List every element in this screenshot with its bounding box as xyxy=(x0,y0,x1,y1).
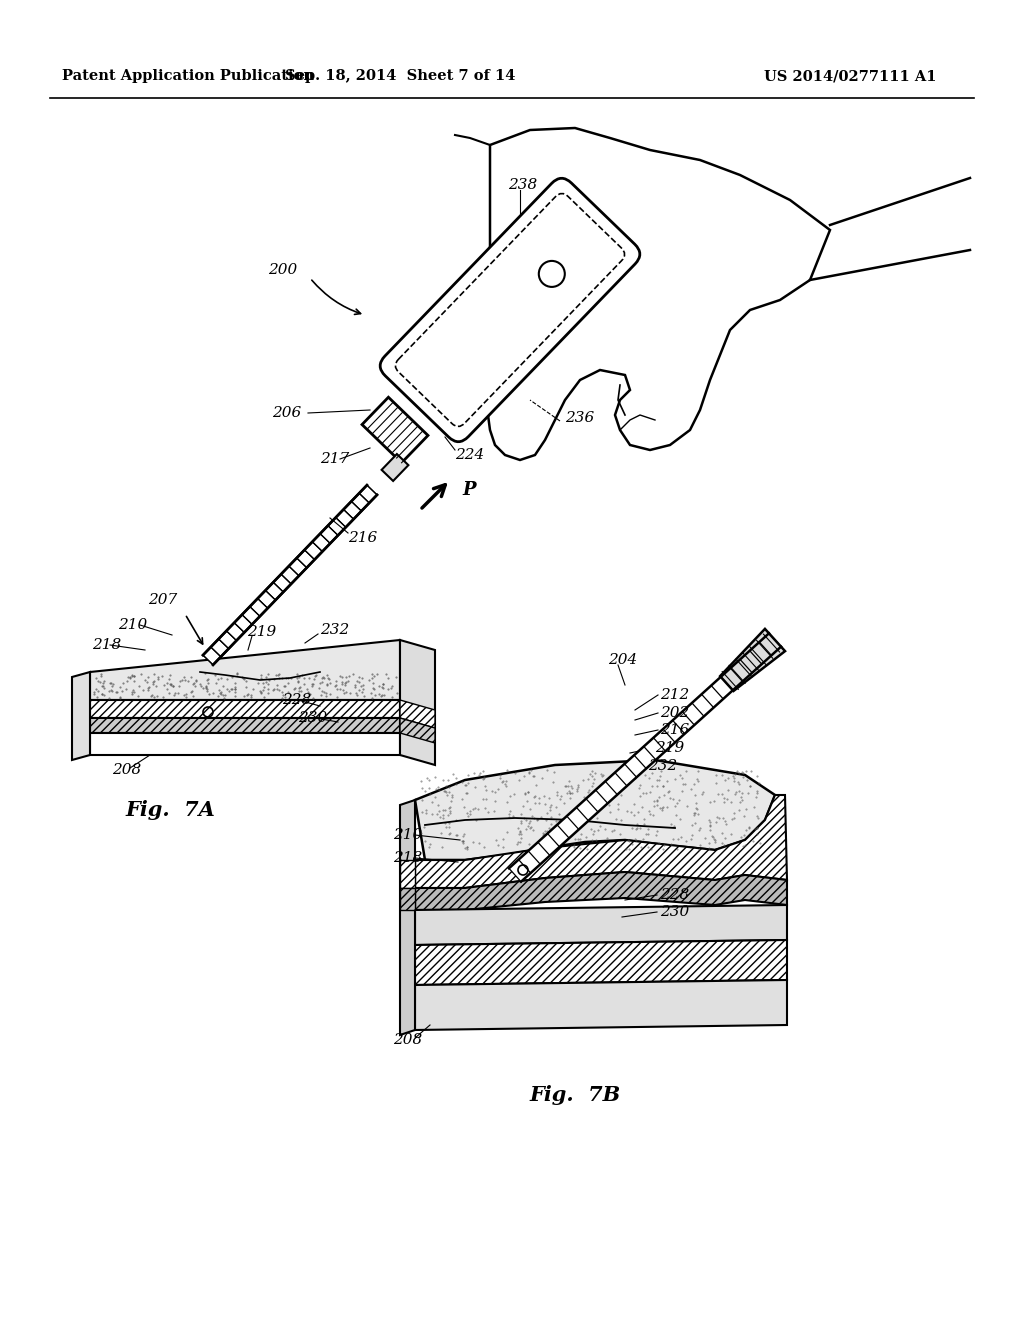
Text: 219: 219 xyxy=(247,624,276,639)
Text: 210: 210 xyxy=(393,828,422,842)
Text: 236: 236 xyxy=(565,411,594,425)
Polygon shape xyxy=(720,628,785,690)
Polygon shape xyxy=(90,700,400,718)
Polygon shape xyxy=(400,718,435,743)
Polygon shape xyxy=(400,861,415,888)
Text: 208: 208 xyxy=(393,1034,422,1047)
Text: 232: 232 xyxy=(648,759,677,774)
Text: 218: 218 xyxy=(92,638,121,652)
Text: Patent Application Publication: Patent Application Publication xyxy=(62,69,314,83)
Text: Fig.  7B: Fig. 7B xyxy=(529,1085,621,1105)
Polygon shape xyxy=(415,906,787,945)
Text: US 2014/0277111 A1: US 2014/0277111 A1 xyxy=(764,69,936,83)
Polygon shape xyxy=(90,733,400,755)
Polygon shape xyxy=(203,486,377,665)
Text: 238: 238 xyxy=(508,178,538,191)
Polygon shape xyxy=(509,634,781,882)
Text: 228: 228 xyxy=(660,888,689,902)
FancyBboxPatch shape xyxy=(380,178,640,442)
Text: 208: 208 xyxy=(112,763,141,777)
Polygon shape xyxy=(415,979,787,1030)
Text: 210: 210 xyxy=(118,618,147,632)
Polygon shape xyxy=(72,672,90,760)
Text: 207: 207 xyxy=(148,593,177,607)
Text: 230: 230 xyxy=(660,906,689,919)
Text: 232: 232 xyxy=(319,623,349,638)
Text: 228: 228 xyxy=(282,693,311,708)
Bar xyxy=(382,454,409,480)
Text: 216: 216 xyxy=(348,531,377,545)
Bar xyxy=(362,397,428,463)
Polygon shape xyxy=(415,795,787,888)
Text: 224: 224 xyxy=(455,447,484,462)
Polygon shape xyxy=(400,800,415,1035)
Polygon shape xyxy=(488,128,830,459)
Polygon shape xyxy=(90,718,400,733)
Text: 202: 202 xyxy=(660,706,689,719)
Text: 218: 218 xyxy=(393,851,422,865)
Text: 230: 230 xyxy=(298,711,328,725)
Polygon shape xyxy=(90,640,400,700)
Text: 216: 216 xyxy=(660,723,689,737)
Text: 200: 200 xyxy=(268,263,297,277)
Text: 219: 219 xyxy=(655,741,684,755)
Polygon shape xyxy=(400,888,415,909)
Polygon shape xyxy=(400,640,435,766)
Text: 212: 212 xyxy=(660,688,689,702)
Text: P: P xyxy=(462,480,475,499)
Polygon shape xyxy=(415,940,787,985)
Polygon shape xyxy=(415,873,787,909)
Polygon shape xyxy=(400,700,435,729)
Text: 206: 206 xyxy=(272,407,301,420)
Text: Fig.  7A: Fig. 7A xyxy=(125,800,215,820)
Text: Sep. 18, 2014  Sheet 7 of 14: Sep. 18, 2014 Sheet 7 of 14 xyxy=(285,69,515,83)
Text: 217: 217 xyxy=(319,451,349,466)
Text: 204: 204 xyxy=(608,653,637,667)
Polygon shape xyxy=(415,760,775,861)
